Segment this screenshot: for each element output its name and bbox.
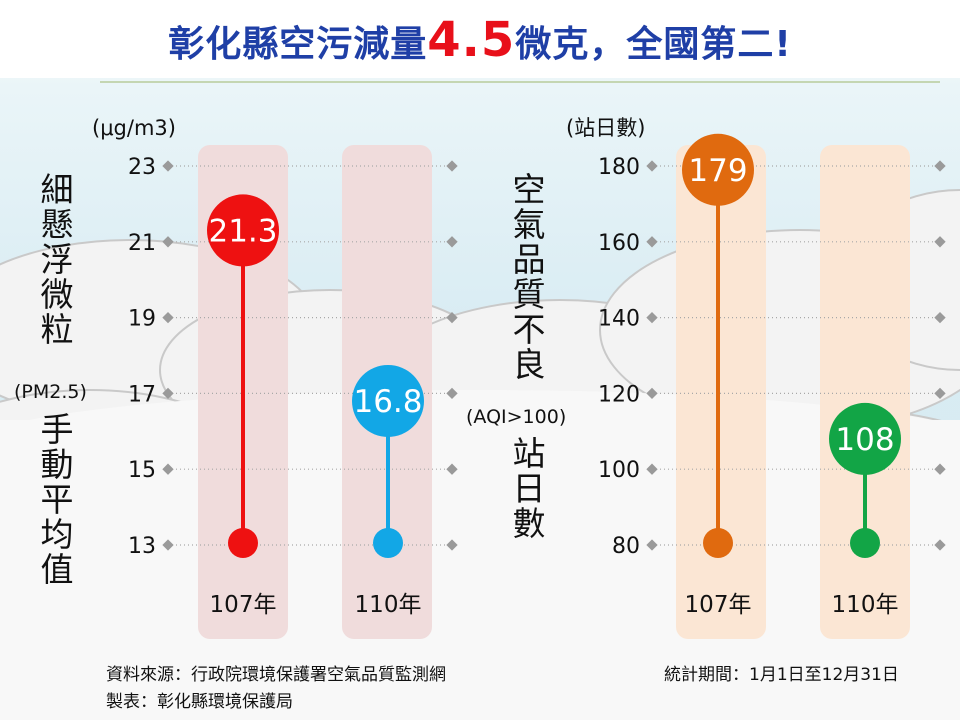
grid-marker-0-1-0 [162, 236, 174, 248]
y-tick-label-1-3: 120 [598, 382, 640, 407]
footer-period: 統計期間：1月1日至12月31日 [664, 665, 899, 685]
grid-marker-0-3-1 [446, 387, 458, 400]
footer-source: 資料來源：行政院環境保護署空氣品質監測網 [106, 665, 446, 685]
data-label-1-1: 108 [835, 422, 894, 458]
grid-marker-1-0-1 [934, 160, 946, 172]
right-label-part2: 站日數 [507, 436, 546, 541]
base-dot-0-0 [228, 528, 258, 558]
grid-marker-0-3-0 [162, 387, 174, 400]
grid-marker-0-5-1 [446, 539, 458, 551]
grid-marker-1-4-1 [934, 463, 946, 475]
grid-marker-0-4-0 [162, 463, 174, 475]
y-axis-unit-0: (μg/m3) [92, 116, 176, 140]
y-axis-unit-1: (站日數) [566, 116, 645, 140]
category-label-0-0: 107年 [210, 592, 277, 618]
category-label-1-1: 110年 [832, 592, 899, 618]
grid-marker-0-2-0 [162, 311, 174, 324]
category-label-1-0: 107年 [685, 592, 752, 618]
title-highlight: 4.5 [427, 12, 516, 68]
title-prefix: 彰化縣空污減量 [168, 24, 428, 65]
grid-marker-1-5-0 [646, 539, 658, 551]
grid-marker-1-5-1 [934, 539, 946, 551]
grid-marker-0-2-1 [446, 311, 458, 324]
footer-maker: 製表：彰化縣環境保護局 [106, 692, 293, 712]
y-tick-label-0-4: 15 [128, 458, 156, 483]
grid-marker-1-3-1 [934, 387, 946, 400]
y-tick-label-0-1: 21 [128, 231, 156, 256]
value-bubble-0-0 [207, 194, 279, 267]
data-label-0-1: 16.8 [353, 384, 422, 420]
y-tick-label-0-0: 23 [128, 155, 156, 180]
category-label-0-1: 110年 [355, 592, 422, 618]
right-label-part1: 空氣品質不良 [507, 172, 546, 382]
grid-marker-1-1-0 [646, 236, 658, 248]
value-bubble-1-0 [682, 133, 754, 206]
base-dot-1-0 [703, 528, 733, 558]
grid-marker-1-0-0 [646, 160, 658, 172]
left-label-paren: (PM2.5) [14, 381, 87, 403]
grid-marker-0-0-0 [162, 160, 174, 172]
column-background-1-0 [676, 145, 766, 639]
page-title: 彰化縣空污減量4.5微克，全國第二! [0, 12, 960, 68]
value-bubble-1-1 [829, 402, 901, 475]
title-suffix: 微克，全國第二! [515, 24, 792, 65]
y-tick-label-1-0: 180 [598, 155, 640, 180]
grid-marker-0-4-1 [446, 463, 458, 475]
grid-marker-1-1-1 [934, 236, 946, 248]
grid-marker-0-1-1 [446, 236, 458, 248]
y-tick-label-1-1: 160 [598, 231, 640, 256]
right-label-paren: (AQI>100) [466, 406, 567, 428]
base-dot-1-1 [850, 528, 880, 558]
grid-marker-1-2-1 [934, 311, 946, 324]
y-tick-label-0-3: 17 [128, 382, 156, 407]
grid-marker-1-4-0 [646, 463, 658, 475]
base-dot-0-1 [373, 528, 403, 558]
column-background-1-1 [820, 145, 910, 639]
grid-marker-1-3-0 [646, 387, 658, 400]
y-tick-label-1-5: 80 [612, 534, 640, 559]
grid-marker-1-2-0 [646, 311, 658, 324]
grid-marker-0-5-0 [162, 539, 174, 551]
y-tick-label-0-5: 13 [128, 534, 156, 559]
y-tick-label-0-2: 19 [128, 307, 156, 332]
grid-marker-0-0-1 [446, 160, 458, 172]
y-tick-label-1-4: 100 [598, 458, 640, 483]
left-label-part1: 細懸浮微粒 [35, 172, 74, 347]
data-label-1-0: 179 [688, 153, 747, 189]
left-label-part2: 手動平均值 [35, 412, 74, 587]
y-tick-label-1-2: 140 [598, 307, 640, 332]
data-label-0-0: 21.3 [208, 213, 277, 249]
value-bubble-0-1 [352, 364, 424, 437]
